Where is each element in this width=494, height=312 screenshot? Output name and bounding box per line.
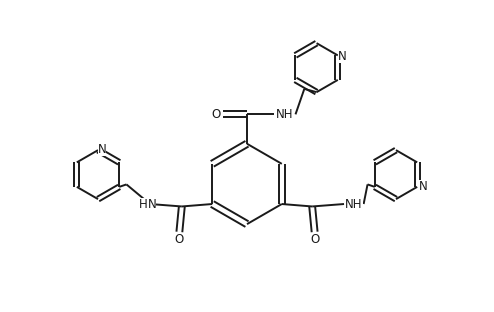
Text: N: N	[98, 143, 106, 156]
Text: O: O	[211, 108, 221, 121]
Text: O: O	[310, 233, 319, 246]
Text: O: O	[175, 233, 184, 246]
Text: N: N	[338, 50, 347, 63]
Text: N: N	[148, 197, 156, 211]
Text: H: H	[139, 197, 148, 211]
Text: N: N	[419, 180, 427, 193]
Text: NH: NH	[276, 108, 293, 121]
Text: NH: NH	[345, 197, 363, 211]
